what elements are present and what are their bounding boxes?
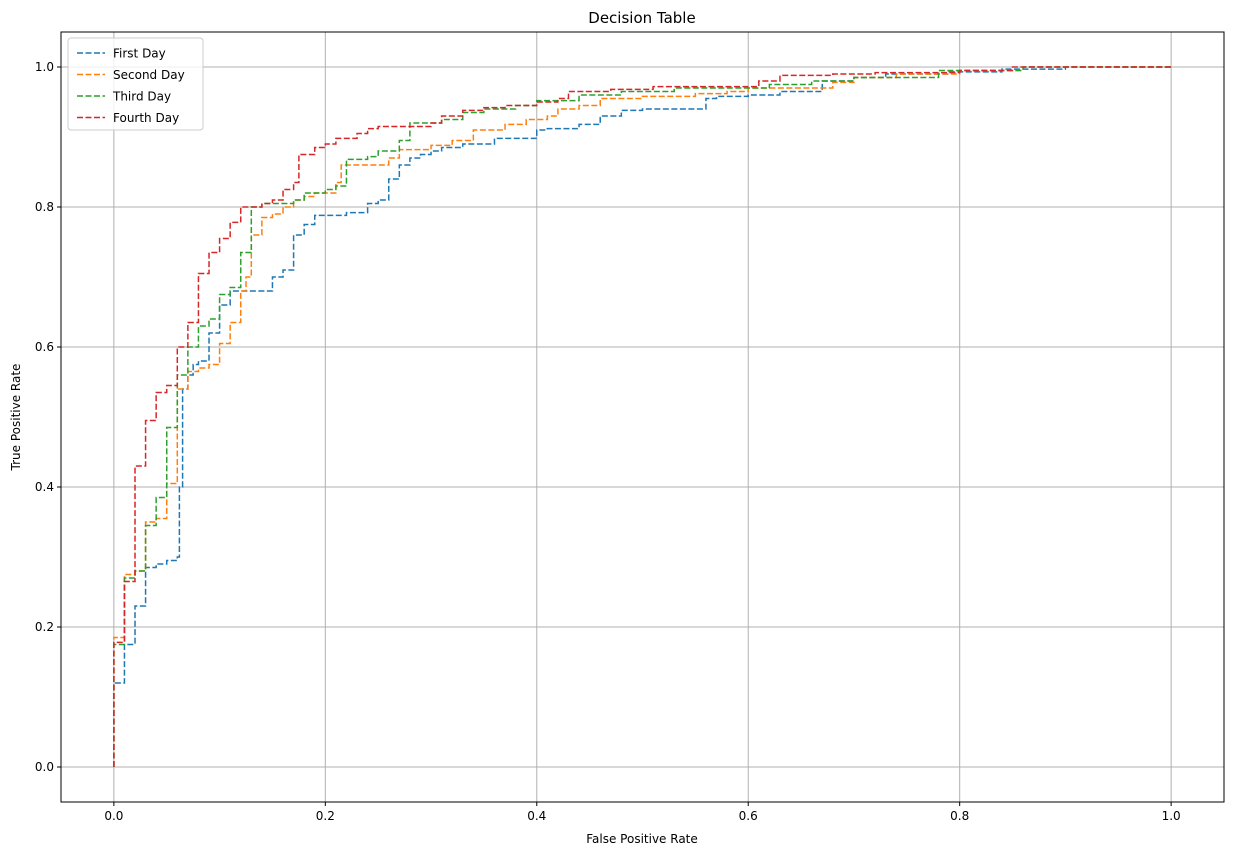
- series-line-2: [113, 66, 1172, 767]
- y-axis-label: True Positive Rate: [9, 364, 23, 472]
- x-tick-label: 0.2: [316, 809, 335, 823]
- y-tick-label: 0.0: [35, 760, 54, 774]
- series-lines: [113, 66, 1172, 767]
- x-tick-label: 0.0: [104, 809, 123, 823]
- legend-label: Third Day: [112, 90, 171, 104]
- series-line-1: [113, 66, 1172, 767]
- series-line-4: [113, 66, 1172, 767]
- x-ticks: 0.0 0.2 0.4 0.6 0.8 1.0: [104, 802, 1181, 823]
- plot-frame: [60, 31, 1225, 803]
- legend-label: Fourth Day: [113, 111, 179, 125]
- legend: First Day Second Day Third Day Fourth Day: [67, 37, 204, 131]
- y-ticks: 0.0 0.2 0.4 0.6 0.8 1.0: [35, 60, 61, 774]
- y-tick-label: 0.2: [35, 620, 54, 634]
- x-axis-label: False Positive Rate: [586, 832, 698, 846]
- legend-label: Second Day: [113, 68, 185, 82]
- y-tick-label: 0.4: [35, 480, 54, 494]
- x-tick-label: 0.4: [527, 809, 546, 823]
- grid-lines: [61, 32, 1224, 802]
- legend-label: First Day: [113, 47, 166, 61]
- y-tick-label: 0.6: [35, 340, 54, 354]
- x-tick-label: 1.0: [1162, 809, 1181, 823]
- chart-title: Decision Table: [588, 9, 695, 27]
- y-tick-label: 0.8: [35, 200, 54, 214]
- x-tick-label: 0.6: [739, 809, 758, 823]
- series-line-3: [113, 66, 1172, 767]
- x-tick-label: 0.8: [950, 809, 969, 823]
- legend-box: [67, 37, 204, 131]
- y-tick-label: 1.0: [35, 60, 54, 74]
